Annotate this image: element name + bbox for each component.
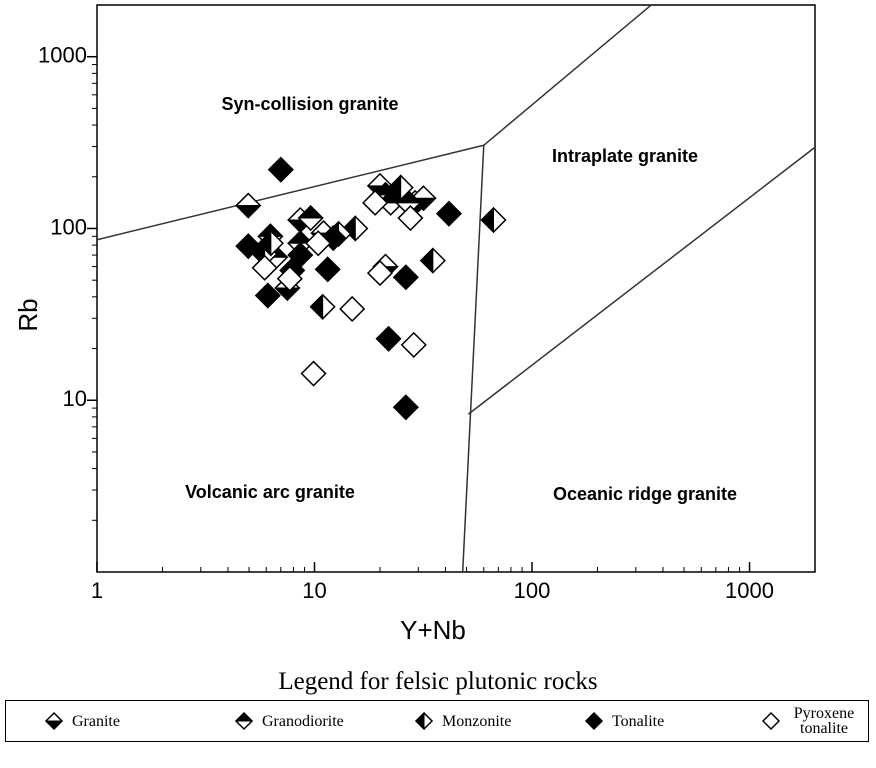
data-point	[480, 206, 507, 234]
marker-part	[420, 247, 434, 274]
legend-entry: Tonalite	[584, 711, 664, 731]
data-point	[276, 265, 303, 292]
region-label: Intraplate granite	[552, 146, 698, 166]
region-label: Volcanic arc granite	[185, 482, 355, 502]
legend-entry: Pyroxene tonalite	[761, 705, 859, 737]
region-label: Syn-collision granite	[221, 94, 398, 114]
x-tick-label: 1000	[725, 578, 774, 603]
data-point	[339, 295, 366, 323]
data-point	[366, 260, 394, 287]
boundary-line	[483, 5, 652, 146]
marker-part	[235, 233, 262, 260]
data-point	[257, 230, 284, 257]
legend-marker	[414, 711, 434, 731]
data-point	[309, 293, 336, 320]
marker-part	[415, 711, 425, 731]
legend-marker	[761, 711, 781, 731]
data-point	[300, 360, 327, 387]
legend-entry: Granite	[44, 711, 120, 731]
marker-part	[387, 174, 402, 201]
marker-part	[584, 711, 604, 731]
marker-part	[300, 360, 327, 387]
data-point	[314, 256, 341, 283]
y-tick-label: 100	[50, 214, 87, 239]
plot-frame	[96, 4, 816, 573]
data-point	[254, 282, 281, 309]
data-point	[435, 200, 462, 227]
marker-part	[234, 712, 254, 722]
marker-part	[435, 200, 462, 227]
legend-label: Pyroxene tonalite	[793, 705, 855, 737]
marker-part	[392, 264, 419, 291]
marker-part	[254, 282, 281, 309]
legend-label: Granodiorite	[262, 712, 344, 730]
boundary-line	[467, 146, 815, 415]
data-point	[235, 192, 262, 219]
data-point	[235, 233, 262, 260]
data-point	[400, 331, 427, 358]
x-tick-label: 10	[302, 578, 326, 603]
data-point	[397, 204, 424, 232]
y-tick-label: 1000	[38, 43, 87, 68]
marker-part	[339, 295, 366, 323]
marker-part	[235, 205, 262, 219]
boundary-line	[97, 144, 484, 241]
data-point	[387, 174, 414, 201]
marker-part	[362, 189, 389, 216]
y-axis-label: Rb	[13, 298, 43, 331]
legend-marker	[44, 711, 64, 731]
data-point	[267, 156, 294, 183]
x-axis-label: Y+Nb	[400, 615, 466, 645]
legend-title: Legend for felsic plutonic rocks	[278, 668, 598, 695]
y-tick-label: 10	[63, 386, 87, 411]
legend-entry: Granodiorite	[234, 711, 344, 731]
legend: Granite Granodiorite Monzonite Tonalite Pyro…	[5, 700, 869, 742]
legend-marker	[234, 711, 254, 731]
region-label: Oceanic ridge granite	[553, 484, 737, 504]
marker-part	[305, 230, 332, 257]
marker-part	[314, 256, 341, 283]
marker-part	[44, 720, 64, 730]
boundary-line	[461, 145, 485, 572]
marker-part	[366, 260, 394, 287]
marker-part	[267, 156, 294, 183]
data-point	[392, 264, 419, 291]
marker-part	[400, 331, 427, 358]
marker-part	[375, 325, 402, 352]
data-point	[375, 325, 402, 352]
x-tick-label: 100	[514, 578, 551, 603]
x-tick-label: 1	[91, 578, 103, 603]
data-point	[297, 204, 324, 232]
marker-part	[761, 711, 781, 731]
marker-part	[276, 265, 303, 292]
legend-entry: Monzonite	[414, 711, 511, 731]
data-point	[392, 394, 419, 421]
marker-part	[258, 230, 272, 257]
marker-part	[480, 206, 494, 234]
data-point	[251, 254, 278, 281]
chart: Y+Nb Rb 1 10 100 1000 10 100 1000 Syn-collision…	[13, 4, 816, 645]
marker-part	[297, 205, 324, 219]
legend-label: Monzonite	[442, 712, 512, 730]
data-point	[362, 189, 389, 216]
marker-part	[392, 394, 419, 421]
marker-part	[251, 254, 278, 281]
legend-label: Tonalite	[612, 712, 665, 730]
marker-part	[397, 204, 424, 232]
legend-label: Granite	[72, 712, 120, 730]
data-point	[419, 247, 446, 274]
legend-marker	[584, 711, 604, 731]
marker-part	[309, 293, 324, 320]
data-point	[305, 230, 332, 257]
